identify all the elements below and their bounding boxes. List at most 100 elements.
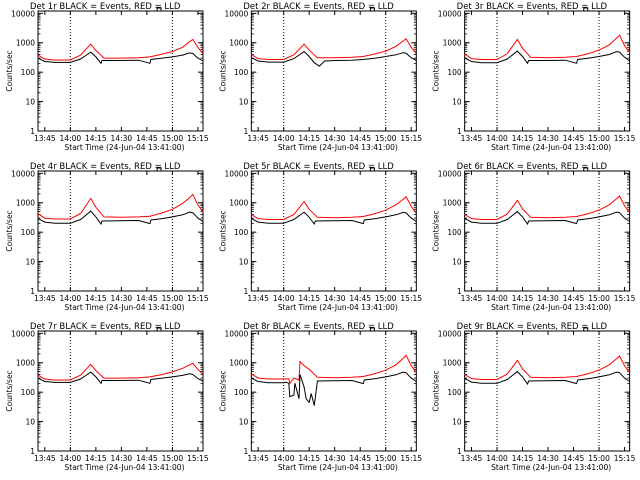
x-tick-label: 15:15 [187,134,209,143]
y-tick-label: 1 [457,127,462,136]
y-tick-label: 100 [234,68,249,77]
x-tick-label: 15:00 [375,454,397,463]
y-tick-label: 10 [452,258,462,267]
plot-frame [464,10,631,132]
x-tick-label: 13:45 [461,134,483,143]
x-tick-label: 14:00 [60,294,82,303]
x-tick-label: 15:15 [400,294,422,303]
y-tick-label: 10000 [224,9,248,18]
legend-marker [156,7,162,11]
panel-title: Det 9r BLACK = Events, RED = LLD [457,322,608,332]
y-axis-label: Counts/sec [218,210,227,251]
x-tick-label: 15:15 [400,454,422,463]
x-tick-label: 14:15 [298,454,320,463]
y-tick-label: 100 [21,388,36,397]
y-tick-label: 1000 [443,39,462,48]
y-tick-label: 10000 [11,9,35,18]
x-tick-label: 15:00 [588,294,610,303]
series-events [464,50,630,65]
y-tick-label: 100 [234,388,249,397]
series-events [464,370,630,386]
panel-title: Det 4r BLACK = Events, RED = LLD [30,162,181,172]
y-tick-label: 10000 [11,329,35,338]
x-tick-label: 13:45 [34,454,56,463]
x-tick-label: 15:00 [375,294,397,303]
y-tick-label: 1000 [229,359,248,368]
x-axis-label: Start Time (24-Jun-04 13:41:00) [491,303,611,312]
y-tick-label: 100 [447,228,462,237]
x-tick-label: 13:45 [34,134,56,143]
y-tick-label: 10 [25,258,35,267]
y-axis-label: Counts/sec [5,50,14,91]
y-axis-label: Counts/sec [218,50,227,91]
y-axis-label: Counts/sec [5,370,14,411]
panel-title: Det 6r BLACK = Events, RED = LLD [457,162,608,172]
x-axis-label: Start Time (24-Jun-04 13:41:00) [278,303,398,312]
x-tick-label: 14:30 [537,454,559,463]
panel-title: Det 8r BLACK = Events, RED = LLD [243,322,394,332]
y-tick-label: 10000 [438,169,462,178]
x-tick-label: 14:00 [273,294,295,303]
plot-frame [37,170,204,292]
x-tick-label: 14:15 [298,294,320,303]
x-tick-label: 14:30 [111,454,133,463]
x-tick-label: 15:15 [187,454,209,463]
series-events [251,50,417,67]
panel-title: Det 3r BLACK = Events, RED = LLD [457,2,608,12]
y-tick-label: 10000 [438,9,462,18]
y-tick-label: 1000 [16,39,35,48]
legend-marker [369,7,375,11]
legend-marker [583,167,589,171]
series-lld [251,38,417,60]
x-tick-label: 14:45 [349,294,371,303]
x-tick-label: 15:00 [162,134,184,143]
plot-frame [250,10,417,132]
x-tick-label: 14:15 [512,294,534,303]
series-events [37,51,204,65]
y-tick-label: 10 [25,98,35,107]
x-tick-label: 14:30 [537,134,559,143]
legend-marker [156,327,162,331]
y-tick-label: 10 [25,418,35,427]
x-tick-label: 14:00 [486,134,508,143]
panel-det-9: Det 9r BLACK = Events, RED = LLD 13:45 14:… [432,322,636,472]
x-tick-label: 13:45 [247,294,269,303]
x-tick-label: 14:15 [512,454,534,463]
x-tick-label: 14:45 [349,454,371,463]
y-axis-label: Counts/sec [432,210,441,251]
x-tick-label: 15:00 [162,294,184,303]
y-tick-label: 1000 [443,199,462,208]
series-lld [464,34,631,60]
x-tick-label: 15:15 [614,294,636,303]
y-tick-label: 1 [30,287,35,296]
x-tick-label: 14:00 [60,134,82,143]
x-tick-label: 14:15 [298,134,320,143]
x-tick-label: 14:45 [563,454,585,463]
plot-frame [37,330,204,452]
x-tick-label: 14:45 [349,134,371,143]
x-tick-label: 15:00 [588,134,610,143]
panel-title: Det 1r BLACK = Events, RED = LLD [30,2,181,12]
x-tick-label: 14:30 [111,294,133,303]
x-tick-label: 13:45 [461,454,483,463]
legend-marker [369,327,375,331]
y-tick-label: 10 [239,98,249,107]
x-tick-label: 15:00 [588,454,610,463]
panel-title: Det 2r BLACK = Events, RED = LLD [243,2,394,12]
x-tick-label: 15:00 [375,134,397,143]
x-tick-label: 14:45 [136,454,158,463]
x-tick-label: 13:45 [247,134,269,143]
x-tick-label: 13:45 [34,294,56,303]
panel-title: Det 7r BLACK = Events, RED = LLD [30,322,181,332]
x-axis-label: Start Time (24-Jun-04 13:41:00) [65,143,185,152]
x-tick-label: 15:00 [162,454,184,463]
legend-marker [156,167,162,171]
panel-det-8: Det 8r BLACK = Events, RED = LLD 13:45 14:… [218,322,422,472]
y-tick-label: 10 [452,98,462,107]
x-tick-label: 14:00 [60,454,82,463]
y-tick-label: 1 [30,447,35,456]
series-lld [37,38,204,61]
y-tick-label: 1 [244,447,249,456]
x-tick-label: 14:30 [324,454,346,463]
